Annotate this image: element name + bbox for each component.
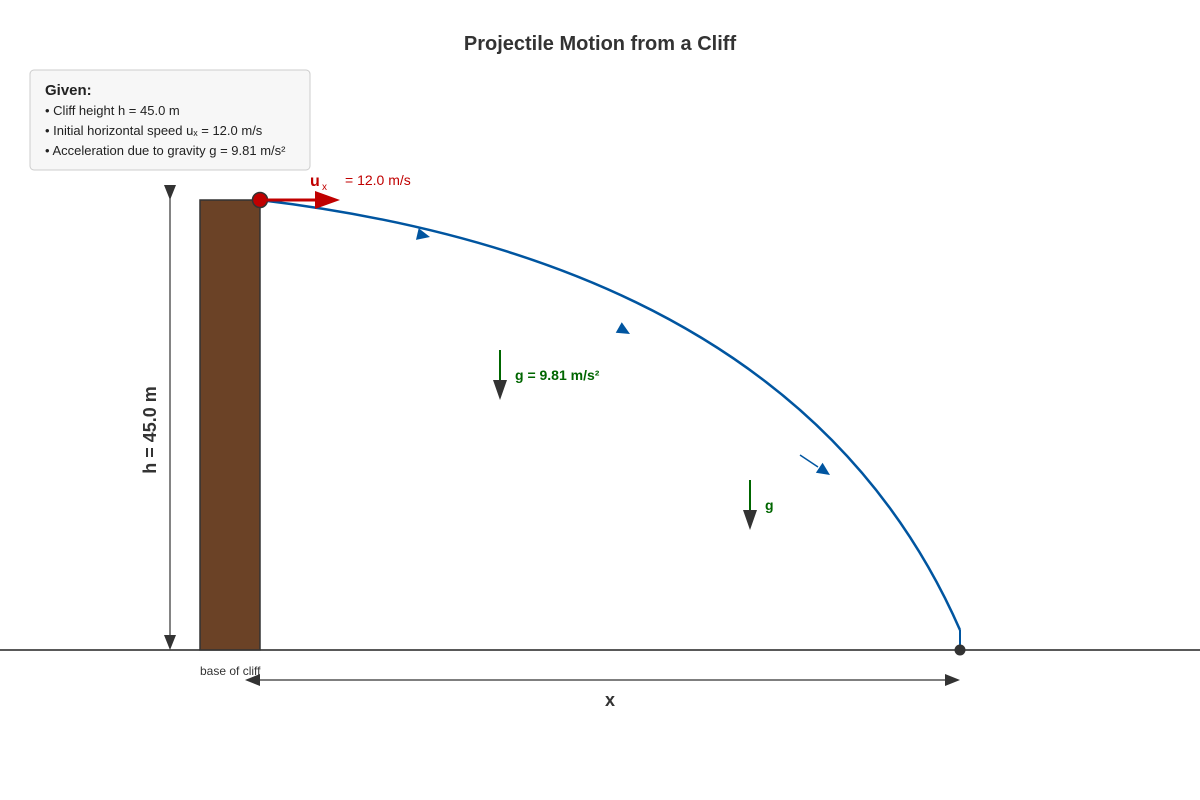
trajectory-path (259, 198, 962, 631)
diagram-title: Projectile Motion from a Cliff (464, 33, 737, 55)
given-item-height: • Cliff height h = 45.0 m (45, 103, 180, 118)
given-item-speed: • Initial horizontal speed uₓ = 12.0 m/s (45, 123, 263, 138)
given-box: Given: • Cliff height h = 45.0 m • Initi… (29, 69, 311, 171)
trajectory-arrow-1-icon (415, 228, 430, 240)
height-dimension: h = 45.0 m (140, 185, 176, 650)
cliff (199, 199, 261, 651)
distance-label: x (605, 690, 615, 710)
height-arrow-bottom-icon (164, 635, 176, 650)
velocity-value: = 12.0 m/s (345, 172, 411, 188)
distance-dimension: base of cliff x (200, 664, 960, 710)
gravity-vector-short: g (743, 480, 774, 530)
distance-arrow-left-icon (245, 674, 260, 686)
gravity-label-main: g = 9.81 m/s² (515, 367, 600, 383)
velocity-arrowhead-icon (315, 191, 340, 209)
gravity-label-short: g (765, 497, 774, 513)
distance-arrow-right-icon (945, 674, 960, 686)
gravity-arrowhead-short-icon (743, 510, 757, 530)
velocity-vector: u x = 12.0 m/s (262, 172, 411, 209)
gravity-arrowhead-main-icon (493, 380, 507, 400)
height-label: h = 45.0 m (140, 386, 160, 474)
given-item-gravity: • Acceleration due to gravity g = 9.81 m… (45, 143, 286, 158)
gravity-vector-main: g = 9.81 m/s² (493, 350, 600, 400)
velocity-subscript: x (322, 182, 327, 193)
trajectory-arrow-2-icon (615, 322, 630, 334)
given-heading: Given: (45, 82, 92, 99)
velocity-symbol: u (310, 173, 320, 190)
landing-point (954, 644, 966, 656)
trajectory-arrow-3-icon (799, 454, 830, 475)
height-arrow-top-icon (164, 185, 176, 200)
base-of-cliff-label: base of cliff (200, 664, 261, 678)
